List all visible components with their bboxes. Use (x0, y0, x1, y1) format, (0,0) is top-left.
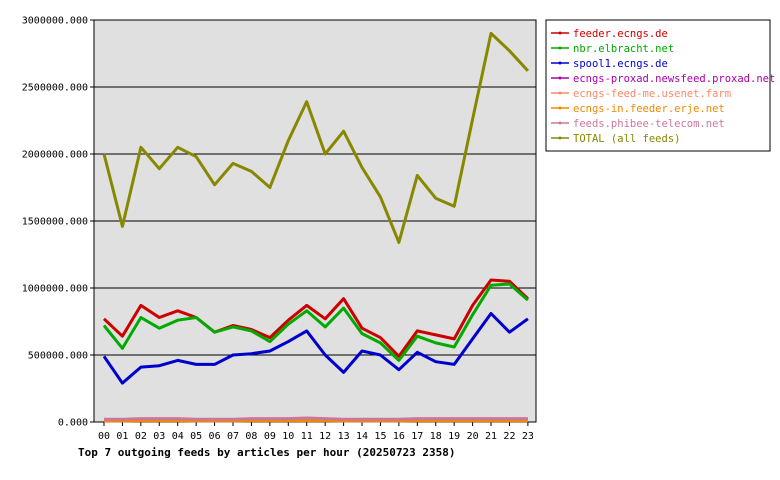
legend-items: feeder.ecngs.de nbr.elbracht.net spool1.ec… (551, 28, 775, 145)
x-tick-label: 23 (522, 431, 534, 442)
x-axis-ticks: 00 01 02 03 04 05 06 07 08 09 10 11 12 13 14 15 16 17 18 19… (98, 422, 534, 442)
legend-label: feeder.ecngs.de (573, 28, 668, 40)
series-line-1 (102, 278, 529, 358)
x-tick-label: 20 (467, 431, 479, 442)
y-axis-ticks: 0.000 500000.000 1000000.000 1500000.000 200… (22, 16, 94, 429)
x-tick-label: 05 (190, 431, 202, 442)
y-tick-label: 2000000.000 (22, 150, 88, 161)
legend-marker (558, 61, 562, 65)
x-tick-label: 06 (209, 431, 221, 442)
x-tick-label: 00 (98, 431, 110, 442)
legend-label: nbr.elbracht.net (573, 43, 674, 55)
series-line-3 (102, 312, 529, 385)
x-tick-label: 18 (430, 431, 442, 442)
x-tick-label: 15 (374, 431, 386, 442)
x-tick-label: 12 (319, 431, 331, 442)
x-tick-label: 02 (135, 431, 147, 442)
legend (545, 19, 771, 152)
series-lines (102, 31, 530, 423)
series-line-8 (102, 31, 530, 244)
legend-label: TOTAL (all feeds) (573, 133, 680, 145)
x-tick-label: 14 (356, 431, 368, 442)
x-tick-label: 04 (172, 431, 184, 442)
legend-marker (558, 46, 562, 50)
x-tick-label: 07 (227, 431, 239, 442)
legend-marker (558, 106, 562, 110)
x-tick-label: 16 (393, 431, 405, 442)
series-line-7 (104, 416, 528, 421)
x-tick-label: 17 (411, 431, 423, 442)
x-tick-label: 09 (264, 431, 276, 442)
x-tick-label: 03 (153, 431, 165, 442)
legend-label: spool1.ecngs.de (573, 58, 668, 70)
legend-marker (558, 121, 562, 125)
legend-marker (558, 31, 562, 35)
legend-marker (558, 136, 562, 140)
x-tick-label: 13 (338, 431, 350, 442)
y-tick-label: 1500000.000 (22, 217, 88, 228)
legend-label: feeds.phibee-telecom.net (573, 118, 725, 130)
chart-title: Top 7 outgoing feeds by articles per hou… (78, 446, 456, 459)
y-tick-label: 3000000.000 (22, 16, 88, 27)
y-tick-label: 0.000 (58, 418, 88, 429)
series-line-2 (102, 282, 529, 362)
x-tick-label: 21 (485, 431, 497, 442)
x-tick-label: 01 (116, 431, 128, 442)
legend-label: ecngs-proxad.newsfeed.proxad.net (573, 73, 775, 85)
y-tick-label: 2500000.000 (22, 83, 88, 94)
x-tick-label: 22 (503, 431, 515, 442)
x-tick-label: 11 (301, 431, 313, 442)
legend-marker (558, 76, 562, 80)
legend-label: ecngs-in.feeder.erje.net (573, 103, 725, 115)
legend-label: ecngs-feed-me.usenet.farm (573, 88, 731, 100)
y-tick-label: 500000.000 (28, 351, 88, 362)
y-tick-label: 1000000.000 (22, 284, 88, 295)
x-tick-label: 10 (282, 431, 294, 442)
legend-marker (558, 91, 562, 95)
x-tick-label: 08 (245, 431, 257, 442)
x-tick-label: 19 (448, 431, 460, 442)
